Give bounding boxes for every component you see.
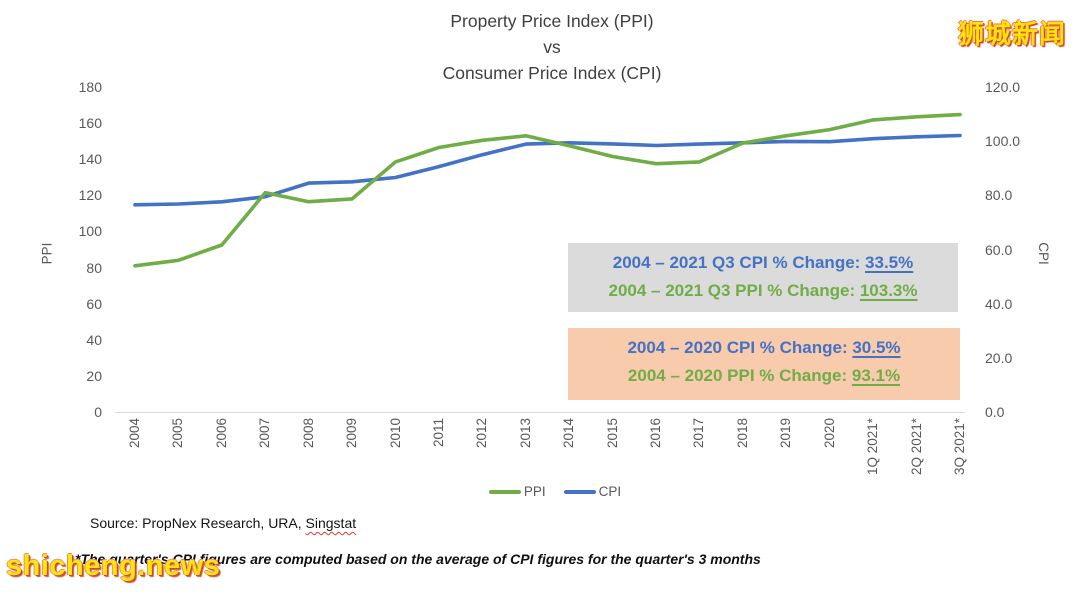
- legend-item-cpi: CPI: [563, 484, 622, 499]
- x-axis-label: 2014: [561, 418, 577, 449]
- x-axis-label: 2005: [170, 418, 186, 449]
- cpi-change-2020-line: 2004 – 2020 CPI % Change: 30.5%: [568, 334, 960, 362]
- left-axis-tick: 60: [86, 295, 102, 312]
- left-axis-tick: 140: [78, 151, 102, 168]
- right-axis-tick: 40.0: [985, 295, 1013, 312]
- x-axis-label: 2006: [213, 418, 229, 449]
- annotation-box-2021: 2004 – 2021 Q3 CPI % Change: 33.5% 2004 …: [568, 243, 958, 312]
- source-line: Source: PropNex Research, URA, Singstat: [90, 515, 356, 531]
- right-axis-tick: 120.0: [985, 79, 1021, 95]
- watermark: shicheng.news: [6, 550, 221, 582]
- left-axis-tick: 120: [78, 187, 102, 204]
- legend-label-cpi: CPI: [598, 484, 622, 499]
- x-axis-label: 2012: [474, 418, 490, 449]
- x-axis-line: [115, 412, 965, 413]
- x-axis-label: 2018: [734, 418, 750, 449]
- ppi-change-2021-value: 103.3%: [859, 281, 918, 300]
- cpi-line-series: [133, 133, 962, 207]
- x-axis-label: 2011: [430, 418, 446, 448]
- ppi-change-2021-label: 2004 – 2021 Q3 PPI % Change:: [608, 281, 860, 300]
- chart-title-line1: Property Price Index (PPI): [450, 11, 654, 31]
- cpi-change-2020-label: 2004 – 2020 CPI % Change:: [627, 338, 853, 357]
- chart-title-line2: vs: [543, 37, 561, 57]
- x-axis-label: 2007: [257, 418, 273, 449]
- chart-title-line3: Consumer Price Index (CPI): [442, 63, 662, 83]
- left-axis-tick: 0: [94, 404, 102, 420]
- cpi-legend-swatch-icon: [563, 489, 596, 494]
- cpi-change-2021-value: 33.5%: [865, 253, 914, 272]
- x-axis-label: 2013: [517, 418, 533, 449]
- chart-title: Property Price Index (PPI) vs Consumer P…: [112, 8, 992, 86]
- left-axis-tick: 160: [78, 115, 102, 132]
- right-axis-tick: 20.0: [985, 349, 1013, 366]
- x-axis-label: 2004: [127, 418, 142, 449]
- chart-legend: PPI CPI: [430, 484, 680, 499]
- x-axis-label: 3Q 2021*: [952, 418, 967, 476]
- x-axis-label: 2009: [344, 418, 360, 449]
- legend-item-ppi: PPI: [488, 484, 546, 499]
- left-axis-tick: 40: [86, 331, 102, 348]
- x-axis-label: 2019: [778, 418, 794, 449]
- annotation-box-2020: 2004 – 2020 CPI % Change: 30.5% 2004 – 2…: [568, 328, 960, 400]
- x-axis-label: 2017: [691, 418, 707, 449]
- cpi-change-2020-value: 30.5%: [852, 338, 901, 357]
- source-singstat: Singstat: [305, 515, 357, 531]
- x-axis-label: 1Q 2021*: [865, 418, 881, 476]
- left-axis-tick: 180: [78, 79, 102, 95]
- left-axis-tick: 20: [86, 367, 102, 384]
- ppi-change-2020-line: 2004 – 2020 PPI % Change: 93.1%: [568, 362, 960, 390]
- x-axis-label: 2010: [387, 418, 403, 449]
- left-axis-tick: 100: [78, 223, 102, 240]
- site-logo: 狮城新闻: [957, 19, 1066, 49]
- line-chart-plot-area: [133, 112, 962, 268]
- x-axis-label: 2015: [604, 418, 620, 449]
- right-axis-tick: 0.0: [985, 404, 1005, 420]
- ppi-change-2021-line: 2004 – 2021 Q3 PPI % Change: 103.3%: [568, 277, 958, 305]
- cpi-change-2021-label: 2004 – 2021 Q3 CPI % Change:: [612, 253, 866, 272]
- ppi-change-2020-value: 93.1%: [851, 366, 901, 385]
- x-axis-label: 2Q 2021*: [908, 418, 924, 476]
- ppi-legend-swatch-icon: [488, 489, 521, 494]
- x-axis-label: 2016: [648, 418, 664, 449]
- x-axis-label: 2008: [300, 418, 316, 449]
- ppi-change-2020-label: 2004 – 2020 PPI % Change:: [627, 366, 852, 385]
- left-axis-tick: 80: [86, 259, 102, 276]
- legend-label-ppi: PPI: [523, 484, 546, 499]
- source-prefix: Source: PropNex Research, URA,: [90, 515, 306, 531]
- x-axis-label: 2020: [821, 418, 837, 449]
- ppi-line-series: [133, 112, 962, 268]
- right-axis-tick: 80.0: [985, 187, 1013, 204]
- right-axis-tick: 100.0: [985, 133, 1021, 150]
- right-axis-tick: 60.0: [985, 241, 1013, 258]
- cpi-change-2021-line: 2004 – 2021 Q3 CPI % Change: 33.5%: [568, 249, 958, 277]
- footnote: *The quarter's CPI figures are computed …: [75, 551, 761, 567]
